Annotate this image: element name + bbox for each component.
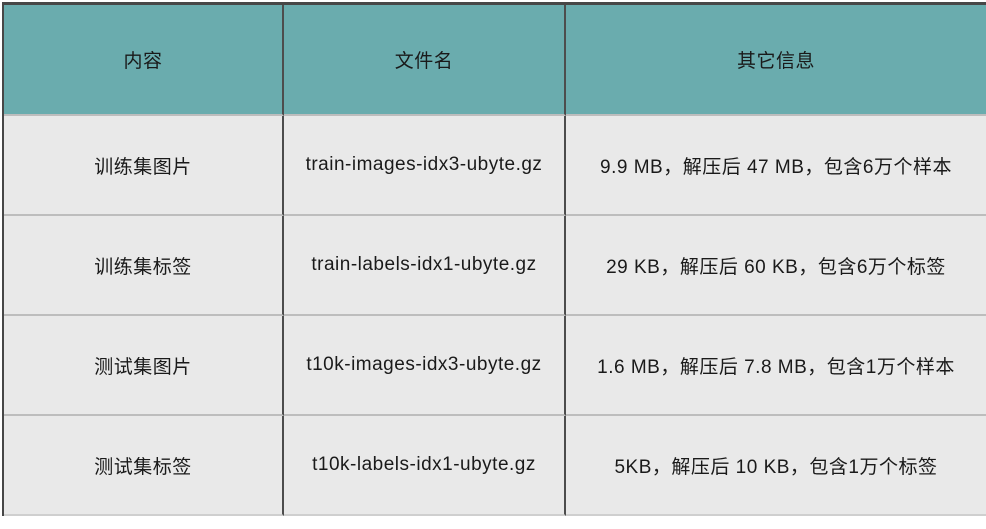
cell-filename: t10k-labels-idx1-ubyte.gz [284, 416, 566, 516]
cell-content: 训练集标签 [4, 216, 284, 316]
header-cell-content: 内容 [4, 5, 284, 116]
table-row: 测试集标签 t10k-labels-idx1-ubyte.gz 5KB，解压后 … [4, 416, 986, 516]
table-row: 训练集图片 train-images-idx3-ubyte.gz 9.9 MB，… [4, 116, 986, 216]
cell-other-info: 1.6 MB，解压后 7.8 MB，包含1万个样本 [566, 316, 986, 416]
cell-filename: train-images-idx3-ubyte.gz [284, 116, 566, 216]
cell-filename: train-labels-idx1-ubyte.gz [284, 216, 566, 316]
table-row: 测试集图片 t10k-images-idx3-ubyte.gz 1.6 MB，解… [4, 316, 986, 416]
header-cell-filename: 文件名 [284, 5, 566, 116]
cell-filename: t10k-images-idx3-ubyte.gz [284, 316, 566, 416]
cell-other-info: 9.9 MB，解压后 47 MB，包含6万个样本 [566, 116, 986, 216]
header-cell-other-info: 其它信息 [566, 5, 986, 116]
mnist-dataset-files-table: 内容 文件名 其它信息 训练集图片 train-images-idx3-ubyt… [2, 2, 986, 516]
table-header-row: 内容 文件名 其它信息 [4, 5, 986, 116]
cell-content: 测试集标签 [4, 416, 284, 516]
cell-other-info: 29 KB，解压后 60 KB，包含6万个标签 [566, 216, 986, 316]
table-row: 训练集标签 train-labels-idx1-ubyte.gz 29 KB，解… [4, 216, 986, 316]
cell-content: 训练集图片 [4, 116, 284, 216]
cell-other-info: 5KB，解压后 10 KB，包含1万个标签 [566, 416, 986, 516]
cell-content: 测试集图片 [4, 316, 284, 416]
